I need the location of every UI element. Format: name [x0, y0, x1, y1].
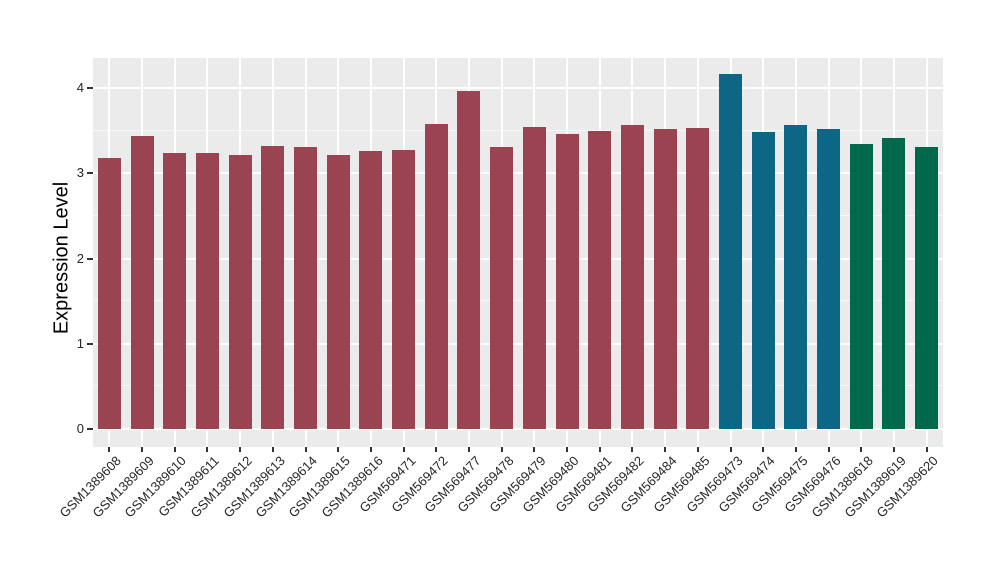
y-tick-label: 0 — [76, 421, 84, 436]
x-tick-mark — [435, 447, 438, 452]
x-tick-mark — [467, 447, 470, 452]
major-gridline-y — [93, 172, 943, 175]
bar — [261, 145, 285, 429]
y-tick-mark — [87, 87, 93, 89]
x-tick-mark — [598, 447, 601, 452]
x-tick-mark — [173, 447, 176, 452]
x-tick-mark — [271, 447, 274, 452]
y-tick-mark — [87, 257, 93, 260]
x-tick-mark — [794, 447, 797, 452]
bar — [457, 90, 481, 429]
bar — [294, 146, 317, 429]
x-tick-mark — [566, 447, 569, 452]
x-tick-mark — [729, 447, 732, 452]
bar — [653, 128, 677, 429]
y-tick-label: 4 — [76, 80, 84, 95]
bar — [915, 146, 939, 429]
minor-gridline-y — [93, 300, 943, 302]
bar — [522, 127, 546, 429]
bar — [97, 157, 121, 429]
bar — [195, 152, 219, 429]
bar — [817, 128, 841, 429]
bar — [555, 134, 579, 429]
bar — [620, 124, 644, 429]
y-tick-mark — [87, 172, 93, 175]
bar — [424, 123, 448, 429]
x-tick-mark — [402, 447, 405, 452]
x-tick-mark — [860, 447, 863, 452]
x-tick-mark — [533, 447, 536, 452]
minor-gridline-y — [93, 129, 943, 131]
x-tick-mark — [206, 447, 209, 452]
x-tick-mark — [664, 447, 667, 452]
bar — [359, 151, 383, 429]
bar — [163, 152, 187, 429]
y-tick-mark — [87, 342, 93, 345]
bar — [751, 132, 775, 429]
bar — [130, 135, 154, 429]
minor-gridline-y — [93, 385, 943, 387]
major-gridline-y — [93, 342, 943, 345]
minor-gridline-y — [93, 214, 943, 216]
bar — [686, 128, 710, 429]
x-tick-mark — [337, 447, 340, 452]
x-tick-mark — [696, 447, 699, 452]
x-tick-mark — [892, 447, 895, 452]
bar — [784, 124, 808, 429]
bar — [882, 138, 906, 429]
x-tick-mark — [762, 447, 765, 452]
x-tick-mark — [925, 447, 928, 452]
bar — [490, 146, 514, 429]
major-gridline-y — [93, 428, 943, 430]
x-tick-mark — [239, 447, 242, 452]
x-tick-mark — [141, 447, 144, 452]
bar — [719, 74, 742, 429]
plot-panel — [93, 58, 943, 447]
bar — [326, 155, 350, 429]
major-gridline-y — [93, 257, 943, 260]
major-gridline-y — [93, 87, 943, 89]
x-tick-mark — [108, 447, 111, 452]
x-tick-mark — [827, 447, 830, 452]
y-tick-mark — [87, 428, 93, 430]
y-tick-label: 2 — [76, 250, 84, 266]
bar — [588, 130, 612, 429]
bar — [228, 154, 252, 429]
x-tick-mark — [369, 447, 372, 452]
y-tick-label: 3 — [76, 165, 84, 181]
x-tick-mark — [304, 447, 307, 452]
bar — [392, 150, 416, 429]
bar — [849, 144, 873, 429]
y-tick-label: 1 — [76, 335, 84, 351]
x-tick-mark — [631, 447, 634, 452]
x-tick-mark — [500, 447, 503, 452]
